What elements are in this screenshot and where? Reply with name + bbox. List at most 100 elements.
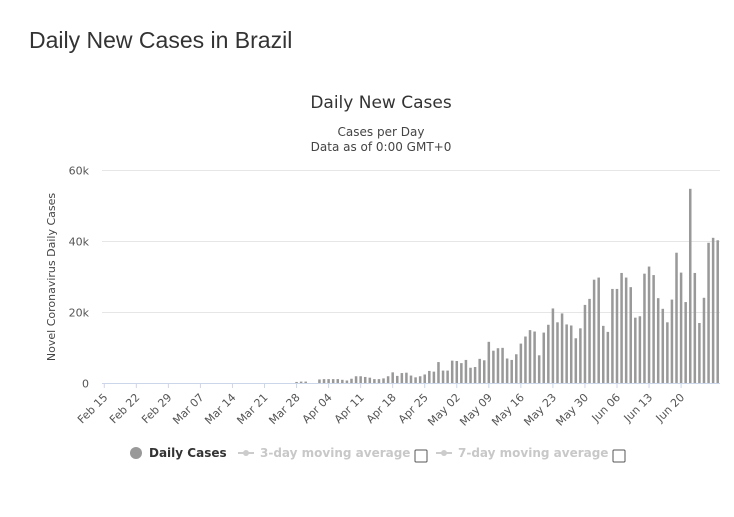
bar[interactable]: [460, 363, 463, 383]
bar[interactable]: [492, 350, 495, 383]
bar[interactable]: [588, 298, 591, 383]
bar[interactable]: [537, 355, 541, 383]
bar[interactable]: [666, 322, 669, 383]
bar[interactable]: [373, 379, 376, 383]
bar[interactable]: [363, 376, 367, 383]
bar[interactable]: [643, 273, 646, 383]
bar[interactable]: [556, 322, 559, 383]
bar[interactable]: [547, 324, 550, 383]
bar[interactable]: [606, 331, 610, 383]
bar[interactable]: [693, 272, 697, 383]
x-tick-label: May 02: [425, 391, 463, 429]
bar[interactable]: [583, 304, 587, 383]
bar[interactable]: [473, 367, 477, 383]
bar[interactable]: [446, 370, 449, 383]
bar[interactable]: [322, 379, 326, 383]
bar[interactable]: [524, 336, 527, 384]
bar[interactable]: [400, 373, 404, 383]
x-tick-label: May 23: [521, 391, 559, 429]
bar[interactable]: [432, 371, 436, 383]
legend-item-7-day-moving-average[interactable]: 7-day moving average: [436, 446, 608, 460]
bar[interactable]: [350, 378, 353, 383]
bar[interactable]: [515, 354, 518, 383]
bar[interactable]: [533, 331, 536, 383]
bar[interactable]: [318, 379, 321, 383]
bar[interactable]: [368, 377, 372, 383]
bar[interactable]: [441, 370, 445, 383]
bar[interactable]: [409, 375, 413, 383]
bar[interactable]: [482, 360, 486, 383]
bar[interactable]: [684, 302, 687, 383]
bar[interactable]: [707, 242, 710, 383]
bar[interactable]: [679, 272, 683, 383]
bar[interactable]: [386, 376, 390, 383]
bar[interactable]: [579, 328, 582, 383]
bar[interactable]: [359, 376, 362, 383]
bar[interactable]: [624, 277, 628, 383]
bar[interactable]: [519, 343, 523, 383]
bar[interactable]: [501, 347, 504, 383]
bar[interactable]: [698, 323, 701, 383]
bar[interactable]: [620, 272, 623, 383]
bar[interactable]: [336, 379, 340, 383]
bar[interactable]: [423, 374, 426, 383]
bar[interactable]: [647, 266, 651, 383]
bar[interactable]: [688, 188, 692, 383]
checkbox-7-day-moving-average[interactable]: [612, 449, 626, 463]
bar[interactable]: [551, 308, 555, 383]
bar[interactable]: [592, 279, 596, 383]
bar[interactable]: [487, 341, 491, 383]
bar[interactable]: [414, 377, 417, 383]
bar[interactable]: [496, 348, 500, 383]
bar[interactable]: [652, 275, 655, 383]
bar[interactable]: [437, 362, 440, 383]
x-tick-label: Feb 22: [107, 391, 142, 426]
bar[interactable]: [510, 359, 513, 383]
bar[interactable]: [345, 380, 349, 383]
checkbox-3-day-moving-average[interactable]: [414, 449, 428, 463]
bar[interactable]: [638, 316, 642, 383]
bar[interactable]: [611, 288, 614, 383]
bar[interactable]: [382, 378, 385, 383]
bar[interactable]: [304, 381, 307, 383]
bar[interactable]: [711, 237, 715, 383]
bar[interactable]: [574, 338, 578, 383]
legend-item-daily-cases[interactable]: Daily Cases: [130, 446, 227, 460]
bar[interactable]: [634, 317, 637, 383]
bar[interactable]: [450, 360, 454, 383]
bar[interactable]: [702, 297, 706, 383]
bar[interactable]: [602, 325, 605, 383]
bar[interactable]: [478, 358, 481, 383]
x-tick-label: Jun 20: [653, 391, 687, 425]
bar[interactable]: [565, 324, 568, 383]
bar[interactable]: [469, 367, 472, 383]
bar[interactable]: [597, 277, 600, 383]
bar[interactable]: [670, 299, 674, 383]
bar[interactable]: [629, 287, 632, 383]
bar[interactable]: [455, 360, 459, 383]
bar[interactable]: [354, 376, 358, 383]
bar[interactable]: [396, 375, 399, 383]
bar[interactable]: [377, 379, 381, 383]
bar[interactable]: [341, 379, 344, 383]
bar[interactable]: [391, 372, 394, 383]
bar[interactable]: [331, 379, 335, 383]
bar[interactable]: [716, 240, 719, 383]
bar[interactable]: [327, 379, 330, 383]
bar[interactable]: [528, 330, 532, 383]
bar[interactable]: [615, 288, 619, 383]
bar[interactable]: [299, 381, 303, 383]
bar[interactable]: [428, 370, 431, 383]
bar[interactable]: [569, 325, 573, 383]
bar[interactable]: [675, 252, 678, 383]
bar[interactable]: [542, 332, 546, 383]
bar[interactable]: [405, 372, 408, 383]
bar[interactable]: [505, 358, 509, 384]
bar[interactable]: [418, 376, 422, 383]
bar[interactable]: [656, 298, 660, 383]
bar[interactable]: [661, 308, 665, 383]
bar[interactable]: [560, 313, 564, 383]
bar[interactable]: [464, 359, 468, 383]
bar[interactable]: [295, 381, 298, 383]
legend-item-3-day-moving-average[interactable]: 3-day moving average: [238, 446, 410, 460]
